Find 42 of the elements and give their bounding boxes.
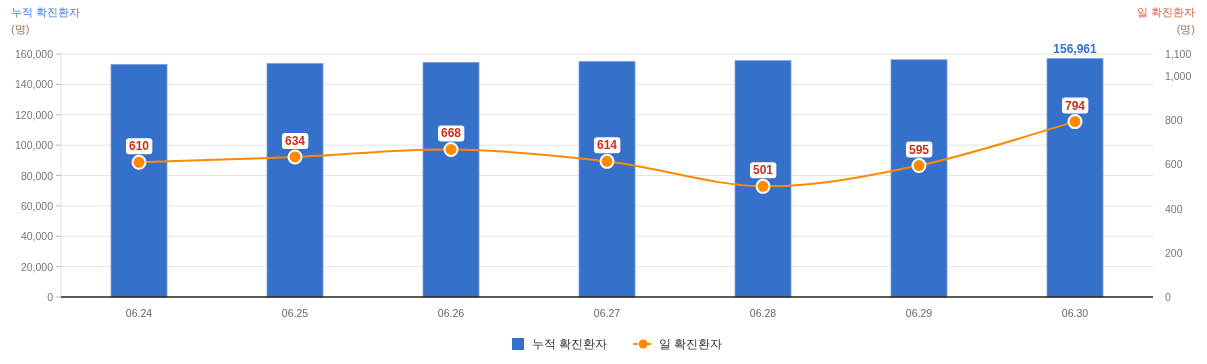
x-tick-label: 06.30 <box>1061 307 1089 319</box>
point <box>287 149 303 165</box>
data-label: 794 <box>1064 98 1086 113</box>
x-tick-label: 06.26 <box>437 307 465 319</box>
data-label: 501 <box>752 163 774 178</box>
y-tick-label: 120,000 <box>15 108 54 121</box>
x-tick-label: 06.29 <box>905 307 933 319</box>
point <box>755 178 771 194</box>
y-tick-label: 40,000 <box>20 230 54 243</box>
y-tick-label: 100,000 <box>15 139 54 152</box>
y2-tick-label: 1,000 <box>1165 70 1192 83</box>
data-label: 668 <box>440 126 462 141</box>
legend-label: 누적 확진환자 <box>532 338 608 350</box>
y2-axis-title: 일 확진환자 (명) <box>1136 6 1195 35</box>
point <box>911 158 927 174</box>
data-label: 614 <box>596 138 618 153</box>
y2-tick-label: 0 <box>1165 291 1171 303</box>
y2-tick-label: 600 <box>1165 158 1183 171</box>
y-tick-label: 140,000 <box>15 78 54 91</box>
point <box>599 153 615 169</box>
y-tick-label: 0 <box>47 291 54 303</box>
data-label: 610 <box>128 139 150 154</box>
y2-tick-label: 800 <box>1165 114 1183 127</box>
x-tick-label: 06.24 <box>125 307 153 319</box>
x-tick-label: 06.27 <box>593 307 621 319</box>
y2-tick-label: 400 <box>1165 202 1183 215</box>
y-tick-label: 80,000 <box>20 169 54 182</box>
x-tick-label: 06.25 <box>281 307 309 319</box>
data-label: 595 <box>908 142 930 157</box>
point <box>131 154 147 170</box>
x-tick-label: 06.28 <box>749 307 777 319</box>
point <box>443 141 459 157</box>
y-tick-label: 20,000 <box>20 260 54 273</box>
y-axis-title: 누적 확진환자 (명) <box>11 6 81 35</box>
y2-tick-label: 200 <box>1165 246 1183 259</box>
y-tick-label: 160,000 <box>15 48 54 60</box>
point <box>1067 114 1083 130</box>
y-tick-label: 60,000 <box>20 199 54 212</box>
y2-tick-label: 1,100 <box>1165 48 1192 60</box>
data-label: 634 <box>284 133 306 148</box>
legend-label: 일 확진환자 <box>659 338 723 350</box>
data-label: 156,961 <box>1053 41 1098 56</box>
